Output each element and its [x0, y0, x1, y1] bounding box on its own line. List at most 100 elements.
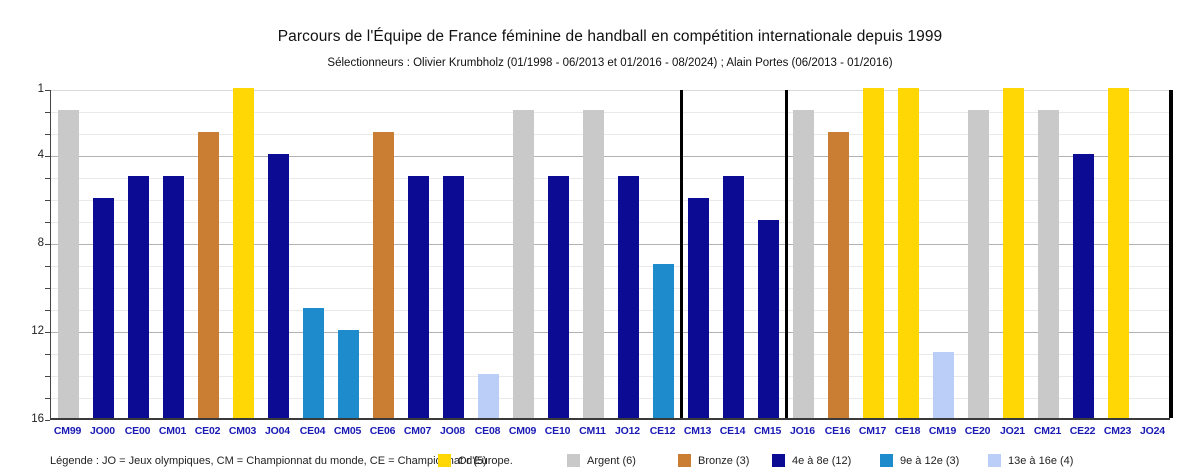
y-tick-1: [45, 90, 50, 91]
y-tick-label-12: 12: [31, 325, 44, 337]
x-label-ce04: CE04: [299, 425, 326, 437]
gridline-rank-14: [51, 376, 1170, 377]
x-label-cm01: CM01: [158, 425, 187, 437]
x-label-cm21: CM21: [1033, 425, 1062, 437]
bar-ce14: [723, 176, 744, 418]
y-tick-9: [45, 266, 50, 267]
gridline-rank-8: [51, 244, 1170, 245]
y-tick-16: [45, 420, 50, 421]
bar-jo21: [1003, 88, 1024, 418]
x-label-cm05: CM05: [333, 425, 362, 437]
x-label-cm03: CM03: [228, 425, 257, 437]
x-label-jo00: JO00: [90, 425, 115, 437]
y-tick-7: [45, 222, 50, 223]
y-tick-11: [45, 310, 50, 311]
bar-cm09: [513, 110, 534, 418]
gridline-rank-10: [51, 288, 1170, 289]
legend-label-or: Or (5): [458, 454, 487, 467]
bar-jo08: [443, 176, 464, 418]
legend-item-r13_16: 13e à 16e (4): [988, 454, 1073, 467]
gridline-rank-13: [51, 354, 1170, 355]
bar-ce22: [1073, 154, 1094, 418]
x-label-ce20: CE20: [964, 425, 991, 437]
x-label-cm07: CM07: [403, 425, 432, 437]
bar-ce08: [478, 374, 499, 418]
x-label-jo12: JO12: [615, 425, 640, 437]
x-label-ce10: CE10: [544, 425, 571, 437]
legend-item-argent: Argent (6): [567, 454, 636, 467]
bar-jo04: [268, 154, 289, 418]
plot-area: [50, 88, 1173, 420]
gridline-rank-5: [51, 178, 1170, 179]
bar-ce06: [373, 132, 394, 418]
x-label-ce22: CE22: [1069, 425, 1096, 437]
gridline-rank-3: [51, 134, 1170, 135]
y-tick-14: [45, 376, 50, 377]
bar-jo12: [618, 176, 639, 418]
y-tick-10: [45, 288, 50, 289]
x-label-ce18: CE18: [894, 425, 921, 437]
y-tick-label-1: 1: [37, 83, 44, 95]
y-tick-4: [45, 156, 50, 157]
y-tick-13: [45, 354, 50, 355]
bar-cm05: [338, 330, 359, 418]
y-tick-3: [45, 134, 50, 135]
legend-label-r13_16: 13e à 16e (4): [1008, 454, 1074, 467]
y-tick-8: [45, 244, 50, 245]
y-tick-2: [45, 112, 50, 113]
x-label-ce08: CE08: [474, 425, 501, 437]
x-label-ce02: CE02: [194, 425, 221, 437]
era-separator-after-jo24: [1169, 90, 1173, 418]
gridline-rank-15: [51, 398, 1170, 399]
x-label-ce12: CE12: [649, 425, 676, 437]
y-tick-label-8: 8: [37, 237, 44, 249]
x-label-cm13: CM13: [683, 425, 712, 437]
bar-cm13: [688, 198, 709, 418]
x-label-jo04: JO04: [265, 425, 290, 437]
legend-item-or: Or (5): [438, 454, 487, 467]
legend-label-r4_8: 4e à 8e (12): [792, 454, 852, 467]
legend-swatch-r9_12: [880, 454, 893, 467]
x-label-ce16: CE16: [824, 425, 851, 437]
gridline-rank-6: [51, 200, 1170, 201]
bar-cm01: [163, 176, 184, 418]
y-tick-6: [45, 200, 50, 201]
y-tick-15: [45, 398, 50, 399]
legend-swatch-bronze: [678, 454, 691, 467]
bar-ce10: [548, 176, 569, 418]
bar-jo00: [93, 198, 114, 418]
chart-subtitle: Sélectionneurs : Olivier Krumbholz (01/1…: [327, 57, 893, 69]
chart-title: Parcours de l'Équipe de France féminine …: [277, 28, 943, 45]
x-axis-labels: CM99 JO00 CE00 CM01 CE02 CM03 JO04 CE04 CM05 CE06…: [50, 425, 1170, 437]
x-label-cm11: CM11: [579, 425, 606, 437]
bar-cm07: [408, 176, 429, 418]
x-label-ce06: CE06: [369, 425, 396, 437]
x-label-cm23: CM23: [1103, 425, 1132, 437]
x-label-jo21: JO21: [1000, 425, 1025, 437]
legend-note: Légende : JO = Jeux olympiques, CM = Cha…: [50, 455, 513, 467]
legend-swatch-or: [438, 454, 451, 467]
bar-cm19: [933, 352, 954, 418]
legend-swatch-r13_16: [988, 454, 1001, 467]
y-tick-label-16: 16: [31, 413, 44, 425]
y-tick-5: [45, 178, 50, 179]
bar-cm21: [1038, 110, 1059, 418]
gridline-rank-11: [51, 310, 1170, 311]
bar-ce12: [653, 264, 674, 418]
legend-item-r9_12: 9e à 12e (3): [880, 454, 959, 467]
legend-swatch-r4_8: [772, 454, 785, 467]
x-label-ce00: CE00: [124, 425, 151, 437]
bar-cm99: [58, 110, 79, 418]
y-tick-12: [45, 332, 50, 333]
gridline-rank-2: [51, 112, 1170, 113]
bar-ce20: [968, 110, 989, 418]
x-label-cm09: CM09: [508, 425, 537, 437]
gridline-rank-1: [51, 90, 1170, 91]
x-label-jo08: JO08: [440, 425, 465, 437]
bar-jo16: [793, 110, 814, 418]
bar-cm15: [758, 220, 779, 418]
legend-swatch-argent: [567, 454, 580, 467]
x-label-cm19: CM19: [928, 425, 957, 437]
bar-ce04: [303, 308, 324, 418]
